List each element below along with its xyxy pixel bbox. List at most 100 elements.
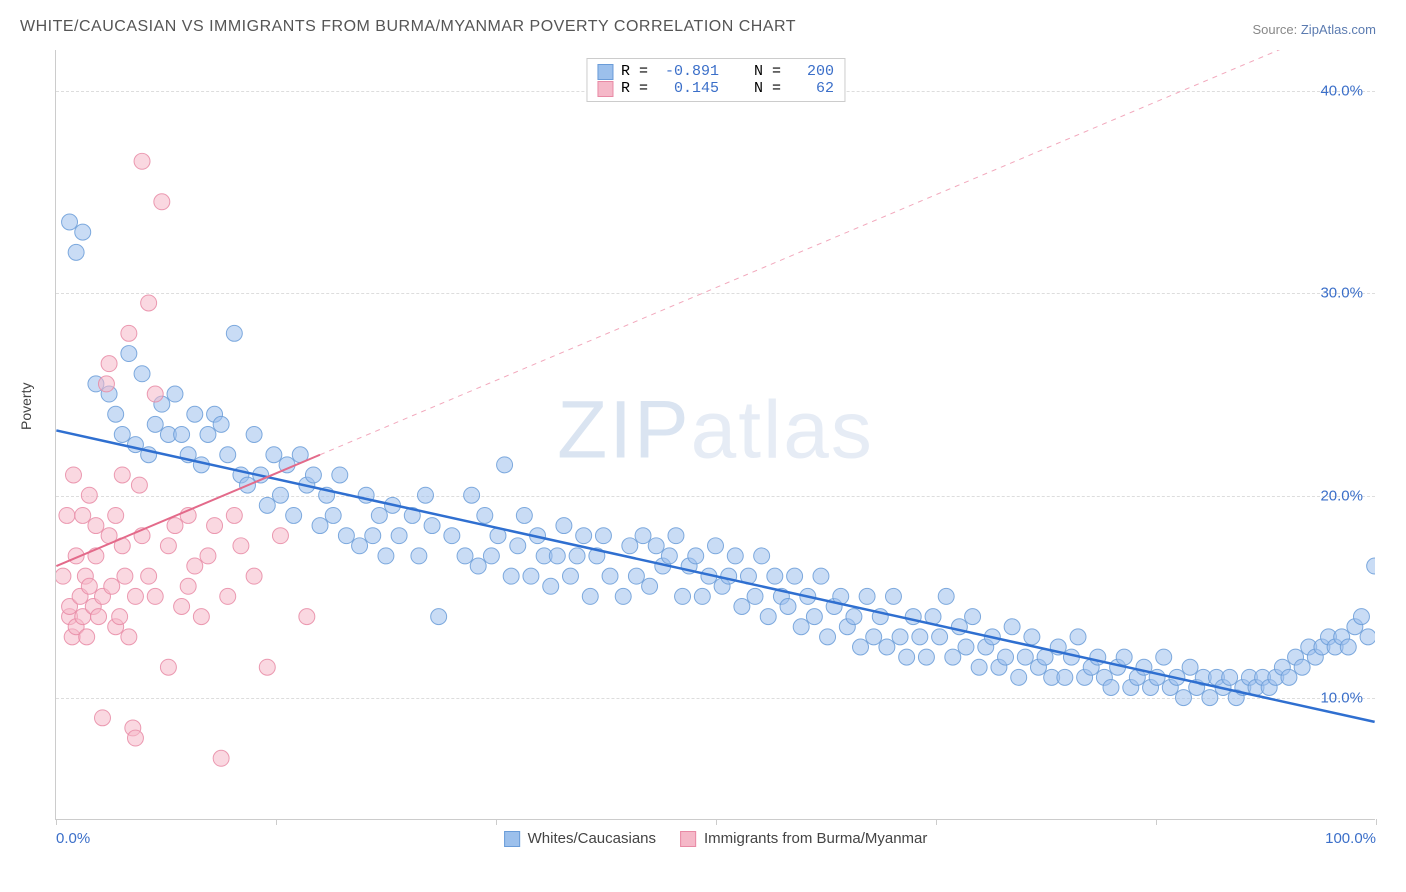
data-point	[497, 457, 513, 473]
data-point	[246, 568, 262, 584]
data-point	[793, 619, 809, 635]
data-point	[305, 467, 321, 483]
data-point	[127, 588, 143, 604]
data-point	[180, 578, 196, 594]
data-point	[220, 588, 236, 604]
data-point	[892, 629, 908, 645]
data-point	[516, 507, 532, 523]
data-point	[1156, 649, 1172, 665]
x-tick-mark	[716, 819, 717, 825]
data-point	[312, 518, 328, 534]
data-point	[747, 588, 763, 604]
data-point	[127, 730, 143, 746]
data-point	[424, 518, 440, 534]
data-point	[68, 244, 84, 260]
data-point	[1360, 629, 1375, 645]
x-tick-mark	[276, 819, 277, 825]
source-prefix: Source:	[1252, 22, 1300, 37]
data-point	[174, 599, 190, 615]
data-point	[81, 487, 97, 503]
data-point	[727, 548, 743, 564]
data-point	[1011, 669, 1027, 685]
data-point	[661, 548, 677, 564]
x-tick-mark	[1156, 819, 1157, 825]
data-point	[134, 366, 150, 382]
legend-swatch	[597, 81, 613, 97]
x-tick-label: 0.0%	[56, 830, 90, 847]
data-point	[938, 588, 954, 604]
data-point	[945, 649, 961, 665]
source-attribution: Source: ZipAtlas.com	[1252, 22, 1376, 37]
data-point	[1004, 619, 1020, 635]
data-point	[391, 528, 407, 544]
data-point	[88, 518, 104, 534]
legend-n-value: 200	[798, 63, 834, 80]
data-point	[378, 548, 394, 564]
data-point	[104, 578, 120, 594]
data-point	[477, 507, 493, 523]
data-point	[286, 507, 302, 523]
data-point	[259, 659, 275, 675]
data-point	[66, 467, 82, 483]
data-point	[628, 568, 644, 584]
data-point	[121, 346, 137, 362]
x-tick-mark	[56, 819, 57, 825]
data-point	[411, 548, 427, 564]
data-point	[1182, 659, 1198, 675]
data-point	[859, 588, 875, 604]
data-point	[549, 548, 565, 564]
chart-title: WHITE/CAUCASIAN VS IMMIGRANTS FROM BURMA…	[20, 18, 796, 36]
data-point	[114, 427, 130, 443]
data-point	[998, 649, 1014, 665]
chart-plot-area: ZIPatlas R = -0.891 N = 200R = 0.145 N =…	[55, 50, 1375, 820]
data-point	[483, 548, 499, 564]
data-point	[668, 528, 684, 544]
data-point	[108, 406, 124, 422]
data-point	[266, 447, 282, 463]
series-legend: Whites/Caucasians Immigrants from Burma/M…	[504, 830, 928, 847]
data-point	[213, 416, 229, 432]
data-point	[556, 518, 572, 534]
data-point	[1070, 629, 1086, 645]
data-point	[187, 406, 203, 422]
data-point	[75, 224, 91, 240]
legend-r-label: R =	[621, 80, 657, 97]
data-point	[602, 568, 618, 584]
data-point	[523, 568, 539, 584]
data-point	[431, 609, 447, 625]
legend-swatch	[504, 831, 520, 847]
data-point	[233, 538, 249, 554]
data-point	[1176, 690, 1192, 706]
data-point	[582, 588, 598, 604]
data-point	[767, 568, 783, 584]
data-point	[62, 214, 78, 230]
chart-svg	[56, 50, 1375, 819]
data-point	[207, 518, 223, 534]
source-link[interactable]: ZipAtlas.com	[1301, 22, 1376, 37]
legend-label: Whites/Caucasians	[528, 830, 656, 847]
legend-label: Immigrants from Burma/Myanmar	[704, 830, 927, 847]
data-point	[117, 568, 133, 584]
data-point	[1024, 629, 1040, 645]
data-point	[1340, 639, 1356, 655]
data-point	[101, 356, 117, 372]
data-point	[1116, 649, 1132, 665]
data-point	[141, 568, 157, 584]
data-point	[622, 538, 638, 554]
data-point	[813, 568, 829, 584]
legend-row: R = 0.145 N = 62	[597, 80, 834, 97]
data-point	[780, 599, 796, 615]
data-point	[1294, 659, 1310, 675]
legend-swatch	[680, 831, 696, 847]
data-point	[167, 386, 183, 402]
data-point	[160, 538, 176, 554]
data-point	[79, 629, 95, 645]
data-point	[371, 507, 387, 523]
data-point	[806, 609, 822, 625]
data-point	[879, 639, 895, 655]
data-point	[160, 659, 176, 675]
data-point	[147, 416, 163, 432]
legend-r-value: -0.891	[665, 63, 719, 80]
data-point	[417, 487, 433, 503]
data-point	[134, 153, 150, 169]
